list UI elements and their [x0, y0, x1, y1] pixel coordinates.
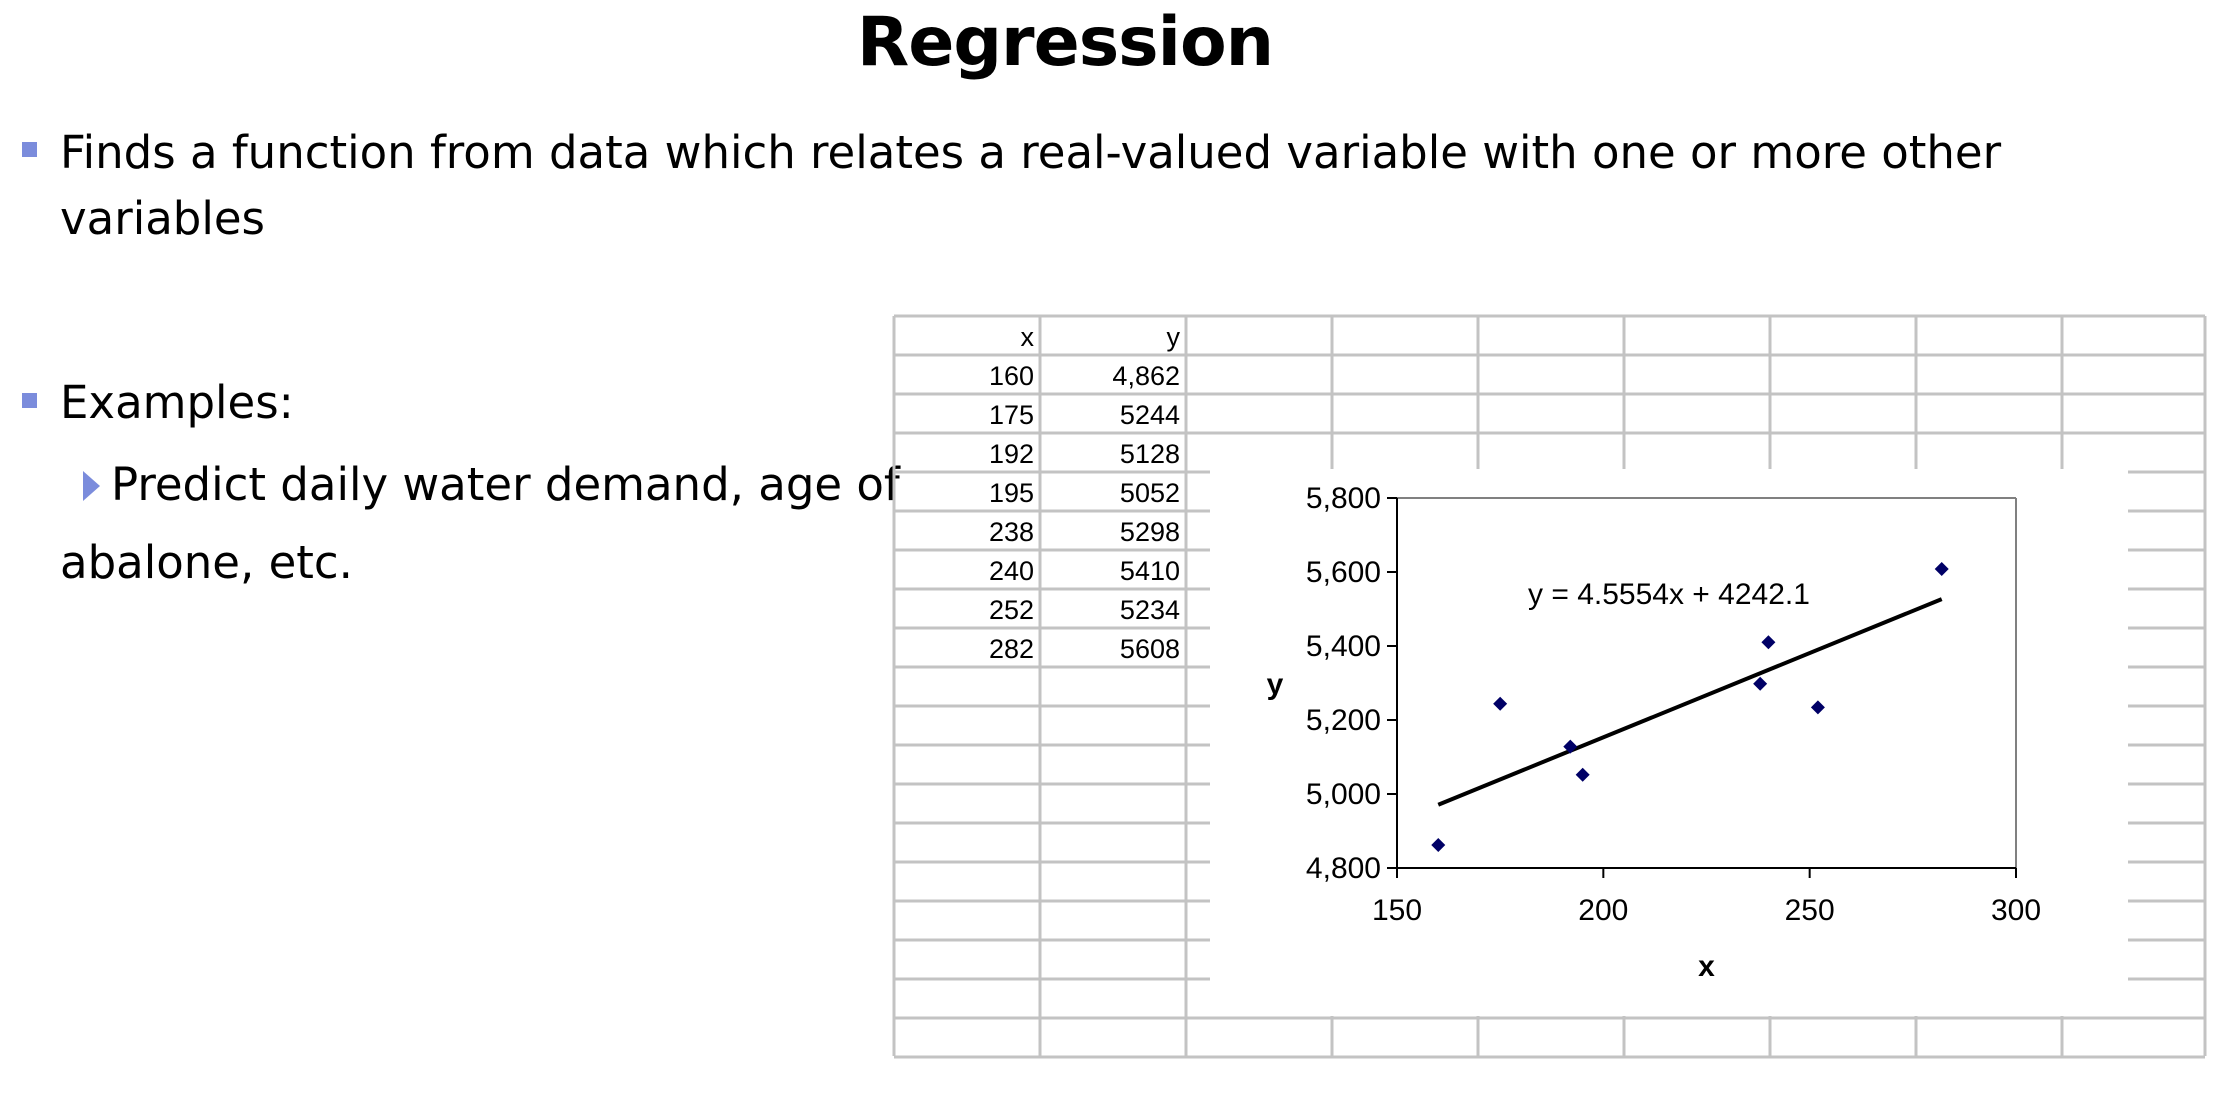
- table-cell: 4,862: [1112, 361, 1180, 391]
- y-axis-title: y: [1267, 668, 1284, 701]
- y-tick-label: 5,000: [1306, 778, 1381, 811]
- trendline-equation-label: y = 4.5554x + 4242.1: [1528, 578, 1810, 611]
- bullet-text-line1: Finds a function from data which relates…: [60, 126, 2002, 179]
- data-point: [1934, 562, 1949, 577]
- sub-bullet-triangle-icon: [83, 471, 100, 501]
- data-point: [1493, 696, 1508, 711]
- x-tick-label: 200: [1578, 894, 1628, 927]
- y-tick-label: 5,400: [1306, 630, 1381, 663]
- table-cell: 252: [989, 595, 1034, 625]
- table-cell: 5298: [1120, 517, 1180, 547]
- y-tick-label: 5,800: [1306, 482, 1381, 515]
- x-tick-label: 300: [1991, 894, 2041, 927]
- y-tick-label: 5,600: [1306, 556, 1381, 589]
- examples-label: Examples:: [60, 376, 294, 429]
- table-cell: 160: [989, 361, 1034, 391]
- data-point: [1810, 700, 1825, 715]
- data-point: [1761, 635, 1776, 650]
- chart-area: [1210, 469, 2128, 1016]
- table-cell: 240: [989, 556, 1034, 586]
- table-header-cell: x: [1021, 322, 1035, 352]
- table-cell: 195: [989, 478, 1034, 508]
- data-point: [1753, 676, 1768, 691]
- bullet-text-line2: variables: [60, 192, 265, 245]
- table-cell: 5128: [1120, 439, 1180, 469]
- table-cell: 238: [989, 517, 1034, 547]
- data-table: x y 160 4,862 175 5244 192 5128 195 5052 238 5298 24…: [989, 322, 1181, 664]
- table-cell: 175: [989, 400, 1034, 430]
- slide-title: Regression: [856, 3, 1274, 82]
- table-cell: 5052: [1120, 478, 1180, 508]
- sub-bullet-line1: Predict daily water demand, age of: [111, 458, 900, 511]
- trendline: [1437, 597, 1943, 807]
- x-tick-label: 150: [1372, 894, 1422, 927]
- data-point: [1575, 767, 1590, 782]
- data-point: [1431, 838, 1446, 853]
- bullet-square-icon: [22, 142, 37, 157]
- bullet-square-icon: [22, 393, 37, 408]
- table-cell: 282: [989, 634, 1034, 664]
- y-tick-label: 4,800: [1306, 852, 1381, 885]
- data-point: [1563, 739, 1578, 754]
- x-axis-title: x: [1698, 950, 1715, 983]
- table-cell: 5234: [1120, 595, 1180, 625]
- sub-bullet-line2: abalone, etc.: [60, 536, 353, 589]
- table-header-cell: y: [1167, 322, 1181, 352]
- y-tick-label: 5,200: [1306, 704, 1381, 737]
- table-cell: 192: [989, 439, 1034, 469]
- table-cell: 5608: [1120, 634, 1180, 664]
- x-tick-label: 250: [1785, 894, 1835, 927]
- table-cell: 5244: [1120, 400, 1180, 430]
- scatter-chart: 4,800 5,000 5,200 5,400 5,600 5,800 150 200 250 3…: [1210, 469, 2128, 1016]
- table-cell: 5410: [1120, 556, 1180, 586]
- spreadsheet-grid: [892, 314, 2207, 1059]
